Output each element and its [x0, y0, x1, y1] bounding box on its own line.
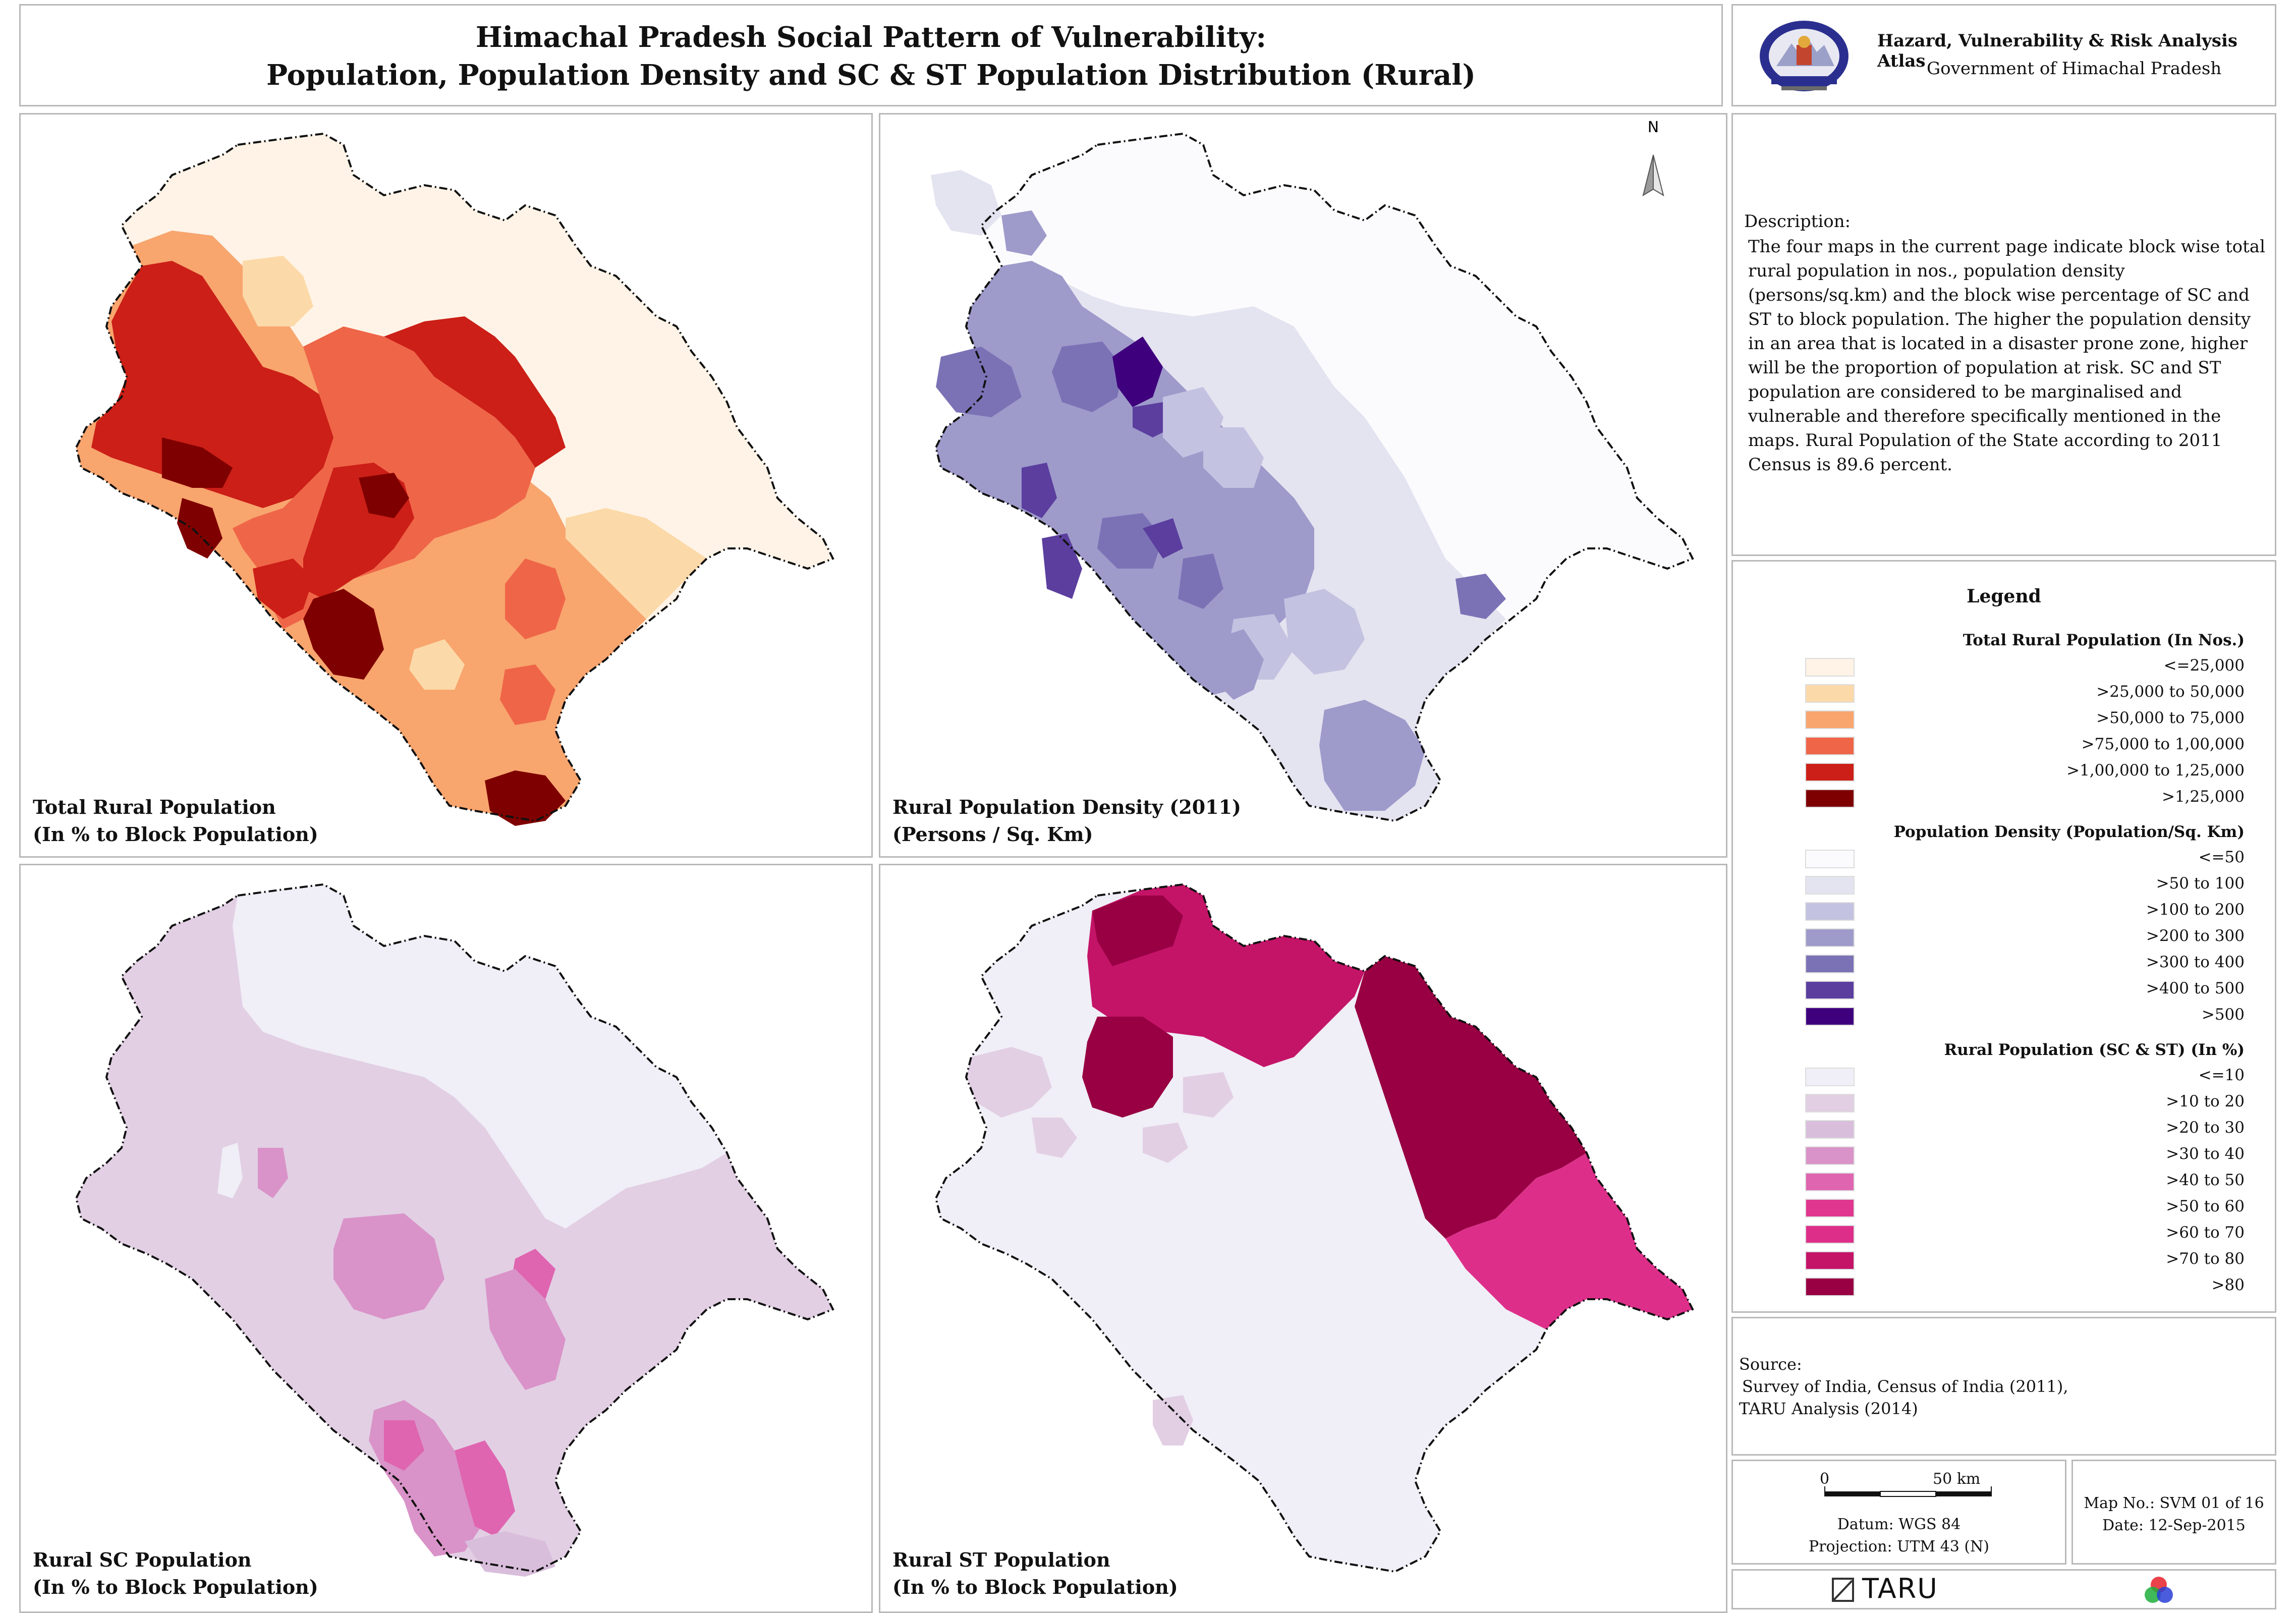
source-panel: Source: Survey of India, Census of India…	[1731, 1317, 2276, 1456]
legend-label: >300 to 400	[2146, 953, 2245, 971]
map-caption-unit: (In % to Block Population)	[892, 1576, 1178, 1598]
legend-swatch	[1805, 1068, 1855, 1086]
legend-label: >500	[2201, 1006, 2245, 1024]
legend-swatch	[1805, 1007, 1855, 1026]
rural-population-map-graphic	[75, 132, 834, 826]
map-rural-population: Total Rural Population (In % to Block Po…	[19, 113, 873, 858]
scale-start-label: 0	[1820, 1470, 1830, 1488]
legend-swatch	[1805, 1120, 1855, 1139]
sc-population-map-graphic	[75, 883, 834, 1577]
legend-label: >70 to 80	[2166, 1250, 2245, 1268]
legend-label: >30 to 40	[2166, 1145, 2245, 1163]
legend-swatch	[1805, 1225, 1855, 1244]
legend-label: >80	[2211, 1276, 2245, 1294]
map-number: Map No.: SVM 01 of 16	[2084, 1494, 2264, 1512]
legend-heading-sc-st: Rural Population (SC & ST) (In %)	[1944, 1041, 2245, 1059]
projection-label: Projection: UTM 43 (N)	[1808, 1538, 1990, 1555]
description-heading: Description:	[1744, 211, 1851, 232]
legend-swatch	[1805, 710, 1855, 729]
legend-heading-population-density: Population Density (Population/Sq. Km)	[1893, 823, 2245, 841]
legend-label: <=10	[2198, 1066, 2245, 1084]
legend-swatch	[1805, 763, 1855, 782]
legend-label: >40 to 50	[2166, 1171, 2245, 1189]
legend-label: >200 to 300	[2146, 927, 2245, 945]
map-caption-title: Total Rural Population	[33, 796, 276, 818]
legend-label: >1,25,000	[2161, 788, 2245, 806]
scale-end-label: 50 km	[1933, 1470, 1981, 1488]
legend-swatch	[1805, 1277, 1855, 1296]
source-line: TARU Analysis (2014)	[1739, 1399, 1918, 1418]
description-body: The four maps in the current page indica…	[1748, 237, 2265, 475]
logo-panel: TARU	[1731, 1569, 2276, 1609]
legend-swatch	[1805, 955, 1855, 973]
page-subtitle: Population, Population Density and SC & …	[266, 59, 1476, 92]
legend-label: >1,00,000 to 1,25,000	[2066, 761, 2245, 780]
source-line: Survey of India, Census of India (2011),	[1742, 1377, 2068, 1396]
map-sc-population: Rural SC Population (In % to Block Popul…	[19, 864, 873, 1613]
legend-swatch	[1805, 658, 1855, 677]
legend-label: >400 to 500	[2146, 979, 2245, 997]
taru-logo-icon	[1832, 1578, 1854, 1602]
map-st-population: Rural ST Population (In % to Block Popul…	[879, 864, 1727, 1613]
map-population-density: N Rural Population Density (2011) (Perso…	[879, 113, 1727, 858]
map-caption-unit: (In % to Block Population)	[33, 1576, 318, 1598]
legend-swatch	[1805, 1173, 1855, 1191]
legend-panel: Legend Total Rural Population (In Nos.) …	[1731, 560, 2276, 1313]
legend-swatch	[1805, 876, 1855, 895]
map-date: Date: 12-Sep-2015	[2102, 1517, 2246, 1534]
legend-swatch	[1805, 789, 1855, 808]
map-caption-unit: (In % to Block Population)	[33, 823, 318, 846]
legend-swatch	[1805, 850, 1855, 868]
legend-swatch	[1805, 1251, 1855, 1270]
source-heading: Source:	[1739, 1355, 1802, 1374]
description-panel: Description: The four maps in the curren…	[1731, 113, 2276, 556]
map-info-panel: Map No.: SVM 01 of 16 Date: 12-Sep-2015	[2071, 1460, 2276, 1565]
himachal-emblem-icon	[1760, 21, 1849, 91]
map-caption-title: Rural SC Population	[33, 1548, 252, 1571]
legend-label: >25,000 to 50,000	[2096, 683, 2245, 701]
title-panel: Himachal Pradesh Social Pattern of Vulne…	[19, 4, 1723, 106]
legend-swatch	[1805, 1094, 1855, 1113]
atlas-title: Hazard, Vulnerability & Risk Analysis At…	[1877, 31, 2238, 71]
legend-swatch	[1805, 1146, 1855, 1165]
scale-bar-icon	[1824, 1486, 1992, 1497]
legend-label: >10 to 20	[2166, 1092, 2245, 1110]
population-density-map-graphic: N	[931, 119, 1694, 822]
datum-label: Datum: WGS 84	[1837, 1516, 1961, 1533]
legend-label: >50,000 to 75,000	[2096, 709, 2245, 727]
page-title: Himachal Pradesh Social Pattern of Vulne…	[475, 21, 1267, 54]
legend-swatch	[1805, 928, 1855, 947]
st-population-map-graphic	[934, 883, 1694, 1573]
map-caption-title: Rural ST Population	[892, 1548, 1110, 1571]
legend-label: <=25,000	[2163, 656, 2245, 675]
north-label: N	[1648, 119, 1659, 136]
legend-label: >50 to 60	[2166, 1197, 2245, 1215]
legend-label: >20 to 30	[2166, 1119, 2245, 1137]
legend-label: >75,000 to 1,00,000	[2081, 735, 2245, 753]
legend-label: <=50	[2198, 848, 2245, 866]
map-caption-title: Rural Population Density (2011)	[892, 796, 1242, 818]
legend-heading-rural-population: Total Rural Population (In Nos.)	[1963, 631, 2245, 649]
legend-swatch	[1805, 981, 1855, 999]
north-arrow-icon	[1642, 154, 1664, 197]
legend-swatch	[1805, 737, 1855, 755]
atlas-subtitle: Government of Himachal Pradesh	[1927, 59, 2222, 79]
scale-panel: 0 50 km Datum: WGS 84 Projection: UTM 43…	[1731, 1460, 2066, 1565]
legend-title: Legend	[1967, 586, 2041, 607]
map-caption-unit: (Persons / Sq. Km)	[892, 823, 1093, 846]
rgb-circles-icon	[2145, 1577, 2173, 1603]
legend-label: >100 to 200	[2146, 901, 2245, 919]
legend-swatch	[1805, 684, 1855, 703]
legend-swatch	[1805, 902, 1855, 921]
atlas-header-panel: Hazard, Vulnerability & Risk Analysis At…	[1731, 4, 2276, 106]
legend-label: >50 to 100	[2156, 874, 2245, 893]
taru-logo-text: TARU	[1862, 1573, 1938, 1604]
legend-swatch	[1805, 1199, 1855, 1217]
legend-label: >60 to 70	[2166, 1223, 2245, 1242]
